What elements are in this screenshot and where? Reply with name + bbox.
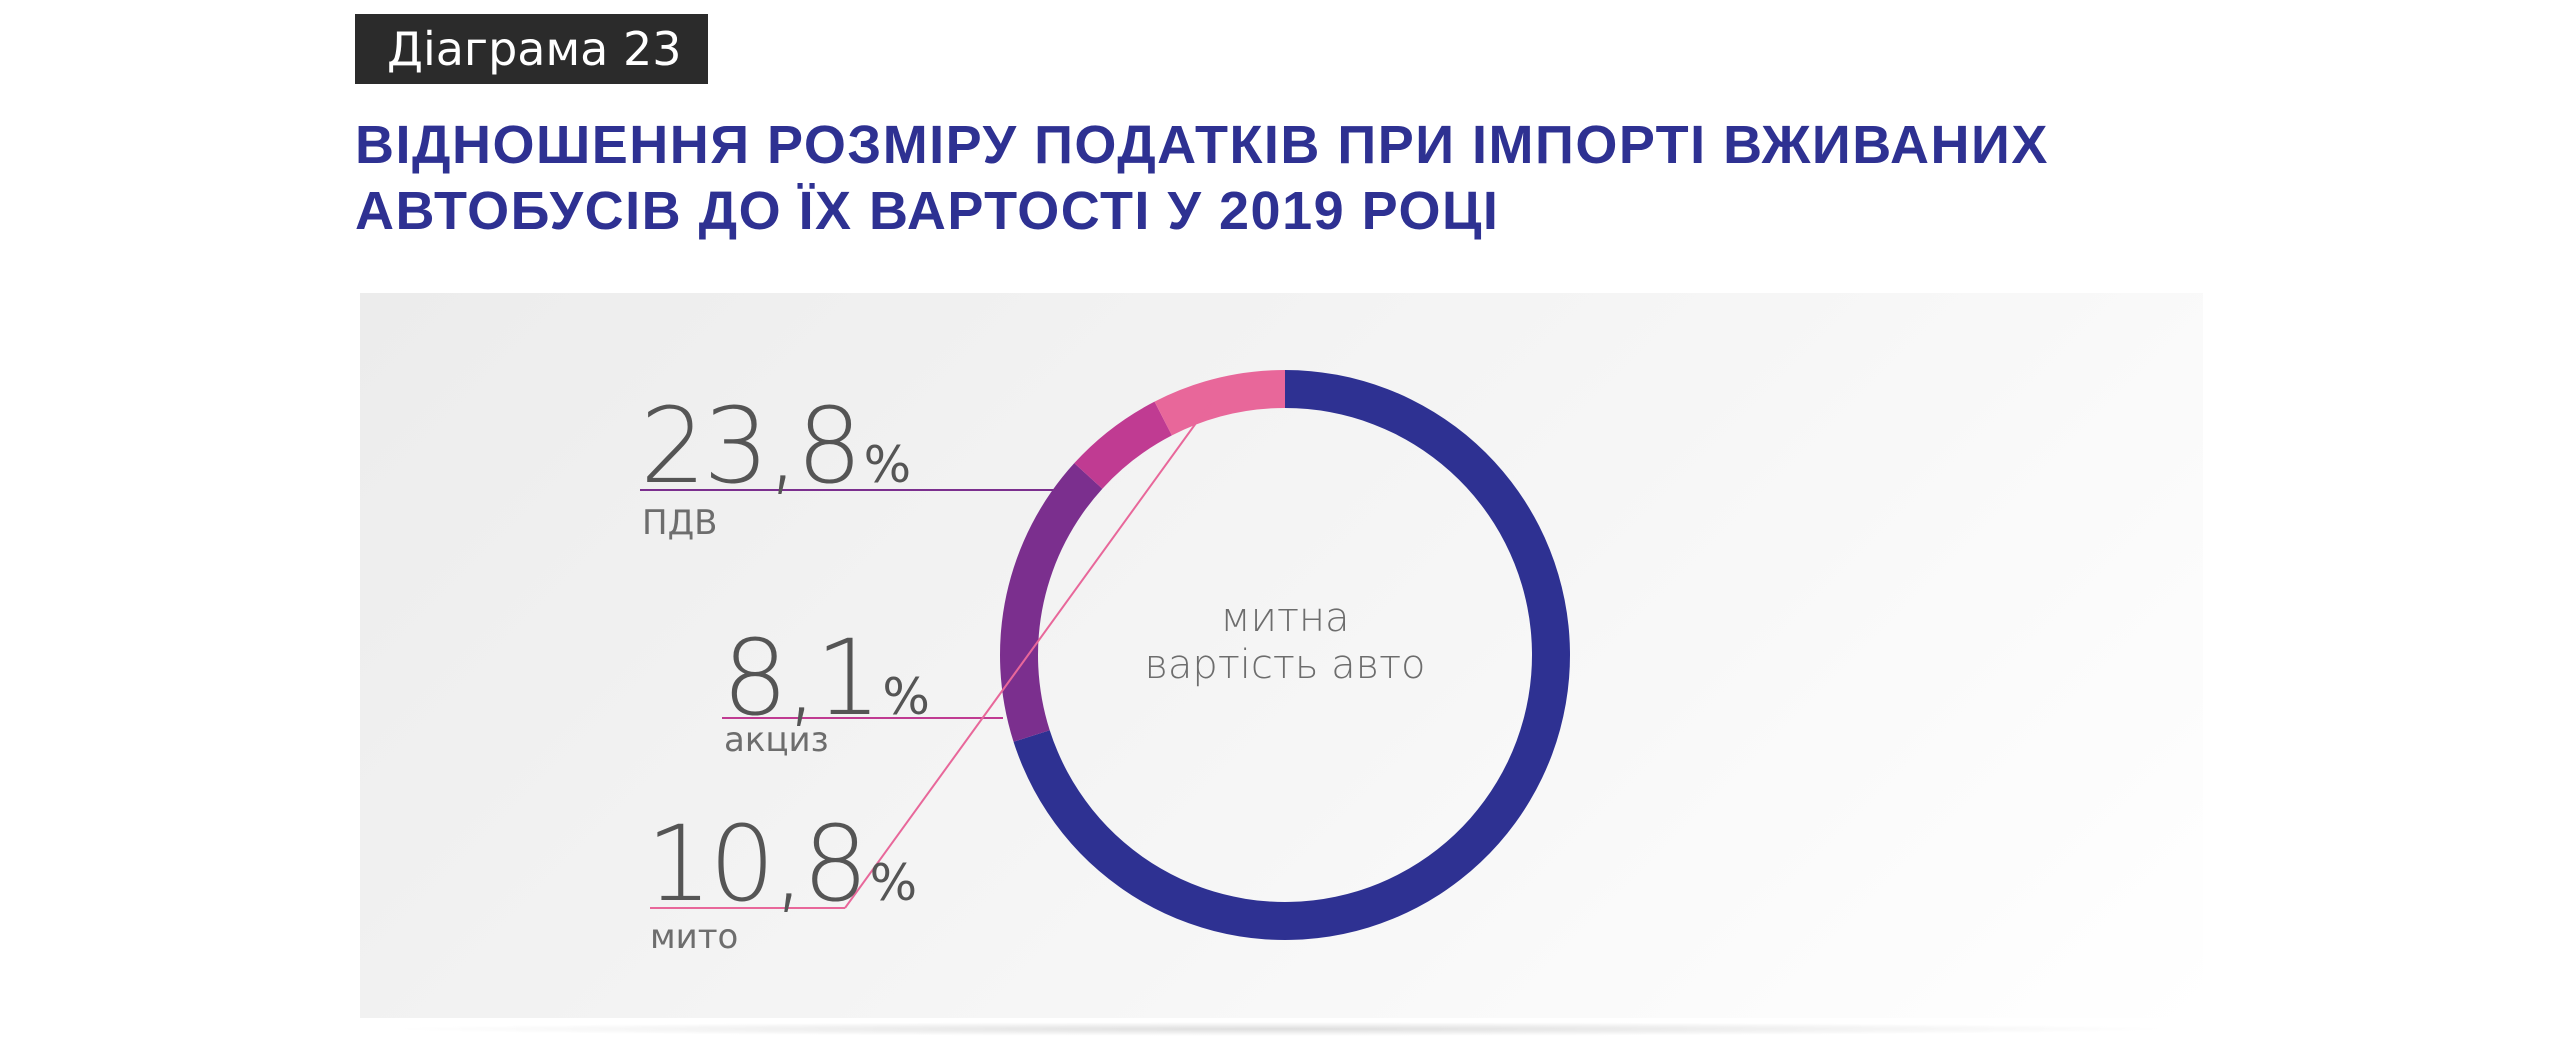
- myto-value: 10,8: [646, 803, 869, 925]
- myto-caption: мито: [650, 917, 739, 957]
- myto-leader-connector: [844, 399, 1214, 909]
- pdv-value: 23,8: [640, 385, 863, 507]
- donut-slice-akciz: [1074, 401, 1172, 489]
- panel-shadow: [380, 1022, 2180, 1036]
- chart-title-line-1: ВІДНОШЕННЯ РОЗМІРУ ПОДАТКІВ ПРИ ІМПОРТІ …: [355, 115, 2049, 175]
- pdv-unit: %: [863, 436, 912, 494]
- chart-title-line-2: АВТОБУСІВ ДО ЇХ ВАРТОСТІ У 2019 РОЦІ: [355, 181, 1500, 241]
- akciz-caption: акциз: [724, 720, 829, 760]
- myto-unit: %: [869, 854, 918, 912]
- akciz-value-label: 8,1%: [722, 626, 930, 730]
- donut-slice-myto: [1154, 370, 1285, 436]
- center-label-line-1: митна: [1220, 595, 1350, 641]
- donut-slice-pdv: [1000, 463, 1103, 742]
- center-label-line-2: вартість авто: [1144, 642, 1426, 688]
- akciz-unit: %: [882, 668, 930, 726]
- chart-title: ВІДНОШЕННЯ РОЗМІРУ ПОДАТКІВ ПРИ ІМПОРТІ …: [355, 112, 2255, 244]
- chart-panel: [360, 293, 2203, 1018]
- pdv-value-label: 23,8%: [640, 394, 911, 498]
- myto-value-label: 10,8%: [646, 812, 917, 916]
- pdv-caption: ПДВ: [642, 503, 718, 543]
- akciz-value: 8,1: [722, 617, 881, 739]
- donut-center-label: митна вартість авто: [1090, 595, 1480, 689]
- chart-number-tag: Діаграма 23: [355, 14, 708, 84]
